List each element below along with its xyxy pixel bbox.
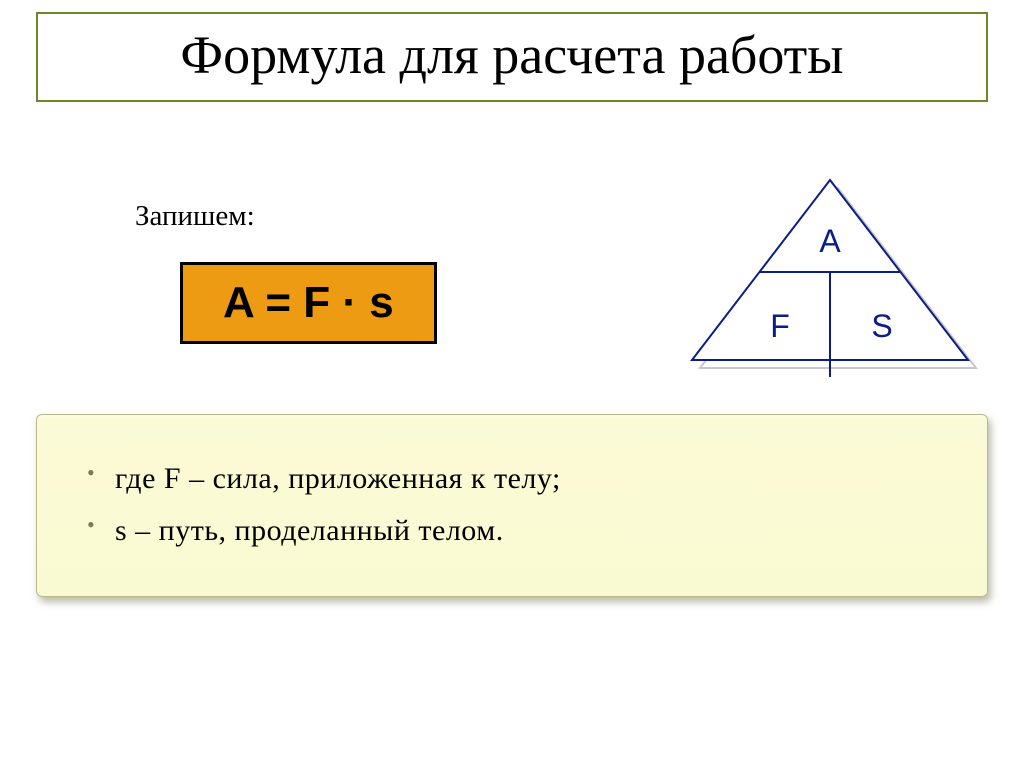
page-title: Формула для расчета работы (58, 24, 966, 86)
formula-row: A = F · s (180, 262, 437, 344)
definitions-list: где F – сила, приложенная к телу; s – пу… (81, 457, 943, 552)
triangle-label-left: F (770, 308, 790, 344)
triangle-mnemonic: A F S (680, 172, 980, 392)
subtitle-label: Запишем: (135, 200, 255, 233)
formula-box: A = F · s (180, 262, 437, 344)
triangle-label-right: S (871, 308, 892, 344)
title-box: Формула для расчета работы (36, 12, 988, 102)
definition-item: где F – сила, приложенная к телу; (81, 457, 943, 501)
formula-text: A = F · s (223, 278, 394, 327)
triangle-label-top: A (819, 223, 841, 259)
definition-item: s – путь, проделанный телом. (81, 509, 943, 553)
definitions-box: где F – сила, приложенная к телу; s – пу… (36, 414, 988, 597)
